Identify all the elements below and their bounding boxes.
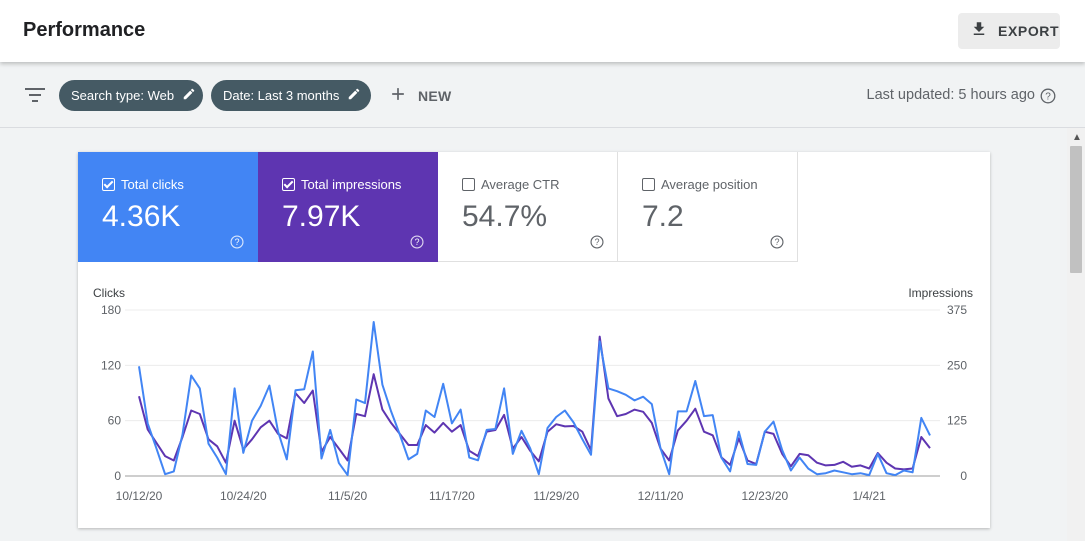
scroll-thumb[interactable]: [1070, 146, 1082, 273]
svg-text:?: ?: [415, 237, 420, 247]
chip-label: Search type: Web: [71, 88, 175, 103]
metric-total-clicks[interactable]: Total clicks 4.36K ?: [78, 152, 258, 262]
checkbox-checked-icon[interactable]: [282, 178, 295, 191]
metric-average-ctr[interactable]: Average CTR 54.7% ?: [438, 152, 618, 262]
search-type-chip[interactable]: Search type: Web: [59, 80, 203, 111]
svg-text:?: ?: [235, 237, 240, 247]
right-tick-label: 375: [947, 303, 967, 317]
metric-label: Average position: [661, 177, 758, 192]
last-updated-text: Last updated: 5 hours ago: [866, 87, 1036, 103]
filter-bar: Search type: Web Date: Last 3 months NEW…: [0, 62, 1085, 128]
x-axis-ticks: 10/12/20 10/24/20 11/5/20 11/17/20 11/29/20 1…: [116, 489, 887, 503]
left-axis-ticks: 180 120 60 0: [101, 303, 121, 483]
chip-label: Date: Last 3 months: [223, 88, 340, 103]
help-icon[interactable]: ?: [230, 235, 244, 249]
page-title: Performance: [23, 19, 146, 41]
right-tick-label: 250: [947, 358, 967, 372]
metric-value: 54.7%: [462, 200, 548, 233]
x-tick-label: 1/4/21: [852, 489, 886, 503]
metric-header: Average CTR: [462, 177, 560, 192]
export-button[interactable]: EXPORT: [958, 13, 1060, 49]
checkbox-unchecked-icon[interactable]: [462, 178, 475, 191]
left-axis-label: Clicks: [93, 286, 125, 300]
right-axis-label: Impressions: [908, 286, 973, 300]
x-tick-label: 11/5/20: [328, 489, 367, 503]
scroll-up-arrow-icon[interactable]: ▲: [1072, 132, 1082, 143]
vertical-scrollbar[interactable]: ▲: [1067, 128, 1085, 541]
impressions-series-line: [138, 335, 931, 471]
x-tick-label: 11/17/20: [429, 489, 475, 503]
metric-average-position[interactable]: Average position 7.2 ?: [618, 152, 798, 262]
x-tick-label: 10/12/20: [116, 489, 163, 503]
help-icon[interactable]: ?: [410, 235, 424, 249]
left-tick-label: 180: [101, 303, 121, 317]
new-label: NEW: [418, 88, 452, 104]
chart-series: [138, 321, 931, 477]
metric-total-impressions[interactable]: Total impressions 7.97K ?: [258, 152, 438, 262]
help-icon[interactable]: ?: [1040, 88, 1056, 104]
svg-text:?: ?: [595, 237, 600, 247]
x-tick-label: 12/11/20: [638, 489, 684, 503]
download-icon: [970, 20, 988, 43]
x-tick-label: 10/24/20: [220, 489, 267, 503]
right-tick-label: 125: [947, 414, 967, 428]
app-bar: Performance EXPORT: [0, 0, 1085, 62]
svg-text:?: ?: [1045, 92, 1051, 103]
left-tick-label: 120: [101, 358, 121, 372]
right-tick-label: 0: [960, 469, 967, 483]
metric-value: 7.97K: [282, 200, 361, 233]
metric-header: Total impressions: [282, 177, 401, 192]
filter-icon[interactable]: [24, 87, 46, 103]
plus-icon: [388, 84, 408, 109]
metric-value: 4.36K: [102, 200, 181, 233]
edit-pencil-icon: [339, 87, 361, 104]
clicks-series-line: [138, 321, 931, 477]
metric-value: 7.2: [642, 200, 684, 233]
metric-label: Average CTR: [481, 177, 560, 192]
left-tick-label: 0: [114, 469, 121, 483]
right-axis-ticks: 375 250 125 0: [947, 303, 967, 483]
help-icon[interactable]: ?: [590, 235, 604, 249]
new-filter-button[interactable]: NEW: [388, 84, 452, 108]
x-tick-label: 12/23/20: [741, 489, 788, 503]
date-range-chip[interactable]: Date: Last 3 months: [211, 80, 371, 111]
metric-header: Total clicks: [102, 177, 184, 192]
left-tick-label: 60: [108, 414, 122, 428]
export-label: EXPORT: [998, 23, 1060, 39]
help-icon[interactable]: ?: [770, 235, 784, 249]
checkbox-unchecked-icon[interactable]: [642, 178, 655, 191]
x-tick-label: 11/29/20: [533, 489, 579, 503]
performance-card: Total clicks 4.36K ? Total impressions 7…: [78, 152, 990, 528]
metric-header: Average position: [642, 177, 758, 192]
chart-gridlines: [125, 309, 940, 477]
svg-text:?: ?: [775, 237, 780, 247]
metric-label: Total impressions: [301, 177, 402, 192]
metric-label: Total clicks: [121, 177, 184, 192]
edit-pencil-icon: [174, 87, 196, 104]
checkbox-checked-icon[interactable]: [102, 178, 115, 191]
